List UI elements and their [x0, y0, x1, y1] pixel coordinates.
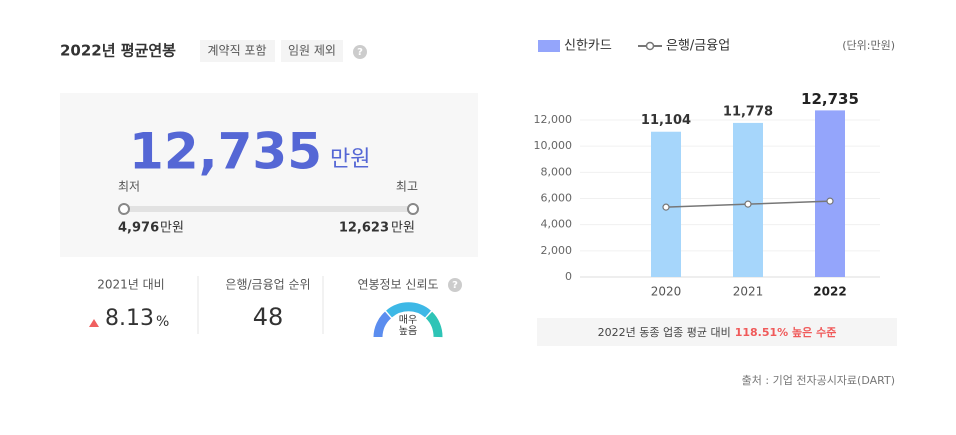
stat-label: 2021년 대비: [97, 278, 164, 292]
source: 출처 : 기업 전자공시자료(DART): [742, 374, 895, 387]
line-point: [662, 203, 670, 211]
y-tick-label: 8,000: [541, 165, 573, 178]
line-point: [826, 197, 834, 205]
y-tick-label: 4,000: [541, 218, 573, 231]
unit-label: (단위:만원): [842, 39, 895, 52]
stat-label: 은행/금융업 순위: [225, 277, 310, 292]
max-unit: 만원: [391, 221, 415, 236]
help-glyph: ?: [357, 47, 363, 58]
range-track: [124, 206, 413, 212]
tag: 임원 제외: [288, 44, 336, 58]
avg-unit: 만원: [330, 147, 370, 172]
up-icon: [89, 319, 99, 327]
stat-label: 연봉정보 신뢰도: [357, 278, 438, 292]
x-tick-label: 2020: [651, 285, 682, 299]
min-unit: 만원: [160, 221, 184, 236]
value-label: 12,735: [801, 90, 859, 108]
avg-amount: 12,735: [129, 123, 322, 181]
stat-value: 8.13: [105, 306, 154, 331]
legend-swatch: [538, 40, 560, 52]
summary-box: [60, 93, 478, 257]
line-point: [744, 200, 752, 208]
x-tick-label: 2021: [733, 285, 764, 299]
gauge-arc: [386, 302, 431, 318]
max-amount: 12,623: [339, 221, 389, 236]
min-label: 최저: [118, 180, 140, 194]
value-label: 11,778: [723, 104, 773, 119]
bar: [733, 122, 763, 277]
help-glyph: ?: [452, 280, 458, 291]
y-tick-label: 0: [565, 270, 572, 283]
tag: 계약직 포함: [207, 43, 266, 58]
comparison-box: 2022년 동종 업종 평균 대비 118.51% 높은 수준: [537, 318, 897, 346]
stat-unit: %: [156, 314, 169, 330]
range-knob: [407, 203, 419, 215]
legend-dot: [645, 41, 655, 51]
max-label: 최고: [396, 180, 418, 194]
min-amount: 4,976: [118, 221, 159, 236]
comparison-highlight: 118.51% 높은 수준: [734, 326, 837, 339]
bar: [815, 110, 845, 278]
y-tick-label: 10,000: [534, 139, 573, 152]
legend-label: 신한카드: [564, 39, 612, 54]
y-tick-label: 6,000: [541, 192, 573, 205]
gauge-text: 높음: [399, 325, 417, 337]
range-knob: [118, 203, 130, 215]
help-icon[interactable]: [353, 45, 367, 59]
y-tick-label: 12,000: [534, 113, 573, 126]
title: 2022년 평균연봉: [60, 42, 176, 60]
tag-bg: [281, 40, 343, 62]
gauge-arc: [425, 311, 443, 338]
value-label: 11,104: [641, 113, 691, 128]
x-tick-label: 2022: [813, 285, 846, 299]
gauge-arc: [373, 311, 392, 338]
help-icon[interactable]: [448, 278, 462, 292]
legend-label: 은행/금융업: [666, 38, 730, 54]
gauge-text: 매우: [399, 314, 417, 326]
stat-value: 48: [253, 303, 284, 331]
comparison-text: 2022년 동종 업종 평균 대비: [597, 326, 731, 339]
tag-bg: [200, 40, 275, 62]
y-tick-label: 2,000: [541, 244, 573, 257]
